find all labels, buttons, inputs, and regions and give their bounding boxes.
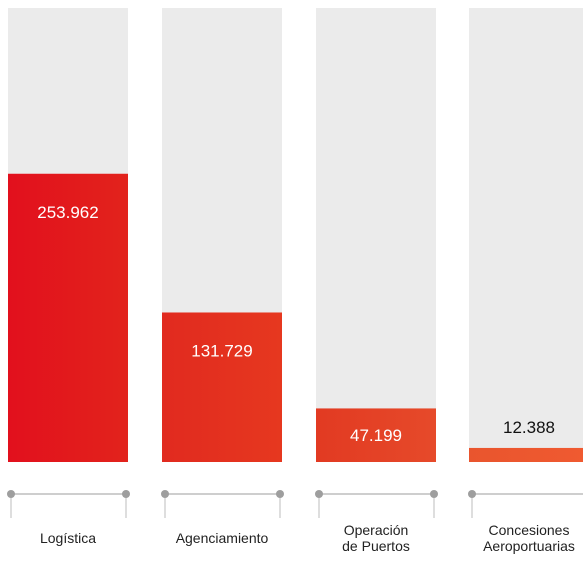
axis-dot bbox=[122, 490, 130, 498]
axis-dot bbox=[315, 490, 323, 498]
tick-label: Logística bbox=[40, 530, 96, 546]
axis-dot bbox=[468, 490, 476, 498]
bar-tracks bbox=[8, 8, 583, 462]
value-labels: 253.962 131.729 47.199 12.388 bbox=[37, 203, 555, 445]
data-label: 47.199 bbox=[350, 426, 402, 445]
bar-track bbox=[469, 8, 583, 462]
axis-dot bbox=[7, 490, 15, 498]
bar-track bbox=[316, 8, 436, 462]
axis-dot bbox=[430, 490, 438, 498]
bar bbox=[469, 447, 583, 462]
axis-dot bbox=[276, 490, 284, 498]
axis-dot bbox=[161, 490, 169, 498]
tick-label: Operación de Puertos bbox=[342, 522, 410, 554]
tick-label: Agenciamiento bbox=[176, 530, 269, 546]
bar bbox=[8, 173, 128, 463]
bars bbox=[8, 173, 583, 463]
tick-label: Concesiones Aeroportuarias bbox=[483, 522, 575, 554]
category-labels: Logística Agenciamiento Operación de Puerto… bbox=[40, 522, 575, 554]
data-label: 12.388 bbox=[503, 418, 555, 437]
bar bbox=[162, 312, 282, 462]
bar bbox=[316, 408, 436, 462]
data-label: 253.962 bbox=[37, 203, 98, 222]
category-axis bbox=[7, 490, 583, 518]
data-label: 131.729 bbox=[191, 341, 252, 360]
